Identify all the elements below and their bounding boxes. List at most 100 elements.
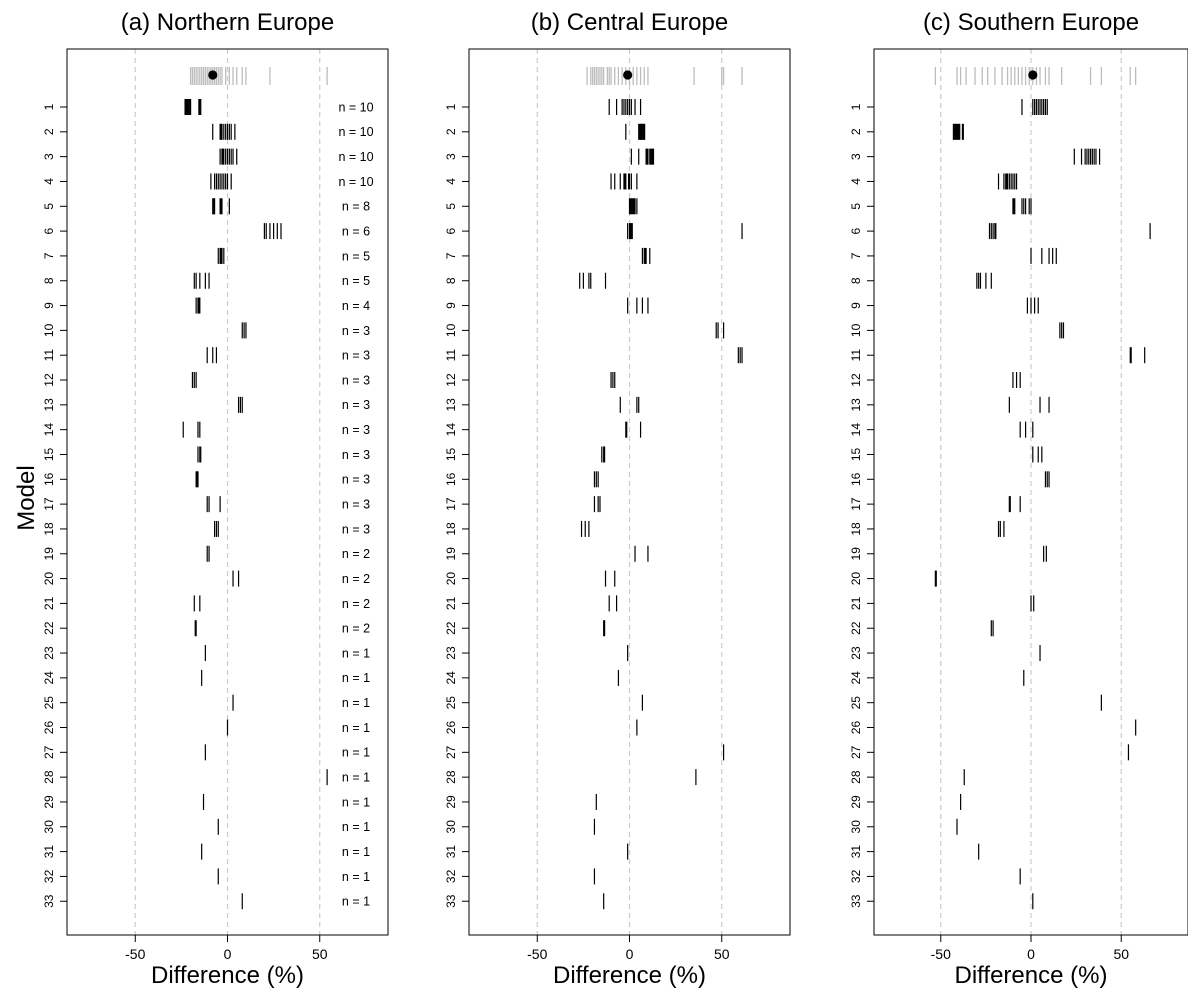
y-tick-label: 28 <box>444 770 458 784</box>
y-tick-label: 24 <box>444 671 458 685</box>
n-label: n = 3 <box>342 373 370 387</box>
y-tick-label: 22 <box>444 621 458 635</box>
y-tick-label: 10 <box>42 323 56 337</box>
y-tick-label: 4 <box>444 178 458 185</box>
x-tick-label: -50 <box>931 946 951 962</box>
y-tick-label: 30 <box>444 820 458 834</box>
n-label: n = 1 <box>342 646 370 660</box>
pooled-mean-dot <box>208 70 218 80</box>
y-tick-label: 7 <box>444 252 458 259</box>
n-label: n = 3 <box>342 349 370 363</box>
y-tick-label: 25 <box>444 696 458 710</box>
y-tick-label: 5 <box>849 203 863 210</box>
y-tick-label: 16 <box>849 472 863 486</box>
n-label: n = 1 <box>342 771 370 785</box>
n-label: n = 1 <box>342 721 370 735</box>
y-tick-label: 19 <box>444 547 458 561</box>
n-label: n = 10 <box>338 125 373 139</box>
y-tick-label: 23 <box>849 646 863 660</box>
y-tick-label: 20 <box>42 572 56 586</box>
y-tick-label: 23 <box>42 646 56 660</box>
y-tick-label: 6 <box>42 227 56 234</box>
n-label: n = 1 <box>342 696 370 710</box>
y-tick-label: 5 <box>42 203 56 210</box>
y-tick-label: 8 <box>42 277 56 284</box>
y-tick-label: 1 <box>42 103 56 110</box>
n-label: n = 3 <box>342 423 370 437</box>
y-tick-label: 26 <box>444 721 458 735</box>
y-tick-label: 24 <box>849 671 863 685</box>
y-tick-label: 27 <box>444 745 458 759</box>
y-tick-label: 17 <box>849 497 863 511</box>
y-tick-label: 17 <box>444 497 458 511</box>
n-label: n = 2 <box>342 572 370 586</box>
y-tick-label: 15 <box>849 447 863 461</box>
y-tick-label: 11 <box>42 349 56 362</box>
y-tick-label: 27 <box>42 745 56 759</box>
y-tick-label: 22 <box>42 621 56 635</box>
n-label: n = 10 <box>338 175 373 189</box>
n-label: n = 1 <box>342 820 370 834</box>
y-tick-label: 33 <box>42 894 56 908</box>
panel-title: (c) Southern Europe <box>923 9 1139 36</box>
x-tick-label: 50 <box>1113 946 1129 962</box>
n-label: n = 2 <box>342 622 370 636</box>
y-tick-label: 31 <box>849 845 863 859</box>
x-tick-label: -50 <box>125 946 145 962</box>
y-tick-label: 4 <box>42 178 56 185</box>
panel-title: (b) Central Europe <box>531 9 728 36</box>
n-label: n = 6 <box>342 224 370 238</box>
y-tick-label: 2 <box>42 128 56 135</box>
y-tick-label: 31 <box>42 845 56 859</box>
n-label: n = 1 <box>342 746 370 760</box>
y-tick-label: 6 <box>849 227 863 234</box>
pooled-mean-dot <box>623 70 633 80</box>
n-label: n = 1 <box>342 870 370 884</box>
y-tick-label: 9 <box>849 302 863 309</box>
y-tick-label: 20 <box>444 572 458 586</box>
y-tick-label: 14 <box>444 423 458 437</box>
n-label: n = 3 <box>342 398 370 412</box>
y-tick-label: 18 <box>849 522 863 536</box>
y-tick-label: 28 <box>42 770 56 784</box>
y-tick-label: 3 <box>42 153 56 160</box>
y-tick-label: 21 <box>42 596 56 610</box>
y-tick-label: 29 <box>42 795 56 809</box>
y-tick-label: 4 <box>849 178 863 185</box>
n-label: n = 10 <box>338 100 373 114</box>
x-tick-label: 0 <box>224 946 232 962</box>
n-label: n = 5 <box>342 249 370 263</box>
y-tick-label: 27 <box>849 745 863 759</box>
y-tick-label: 8 <box>849 277 863 284</box>
y-tick-label: 24 <box>42 671 56 685</box>
y-tick-label: 7 <box>42 252 56 259</box>
panel-1: (a) Northern Europe -50 0 50 Difference (%) 1… <box>42 9 389 989</box>
y-tick-label: 6 <box>444 227 458 234</box>
y-tick-label: 13 <box>444 398 458 412</box>
y-tick-label: 19 <box>42 547 56 561</box>
y-tick-label: 12 <box>42 373 56 387</box>
x-tick-label: 50 <box>312 946 328 962</box>
x-axis-label: Difference (%) <box>151 962 304 989</box>
n-label: n = 1 <box>342 845 370 859</box>
y-tick-label: 9 <box>42 302 56 309</box>
y-tick-label: 32 <box>444 869 458 883</box>
y-tick-label: 23 <box>444 646 458 660</box>
y-tick-label: 30 <box>42 820 56 834</box>
y-tick-label: 7 <box>849 252 863 259</box>
y-tick-label: 12 <box>849 373 863 387</box>
y-tick-label: 2 <box>444 128 458 135</box>
pooled-mean-dot <box>1028 70 1038 80</box>
n-label: n = 10 <box>338 150 373 164</box>
y-tick-label: 33 <box>849 894 863 908</box>
y-tick-label: 16 <box>42 472 56 486</box>
y-tick-label: 32 <box>42 869 56 883</box>
y-tick-label: 13 <box>42 398 56 412</box>
y-tick-label: 22 <box>849 621 863 635</box>
n-label: n = 1 <box>342 895 370 909</box>
y-tick-label: 18 <box>42 522 56 536</box>
n-label: n = 2 <box>342 547 370 561</box>
y-tick-label: 29 <box>444 795 458 809</box>
